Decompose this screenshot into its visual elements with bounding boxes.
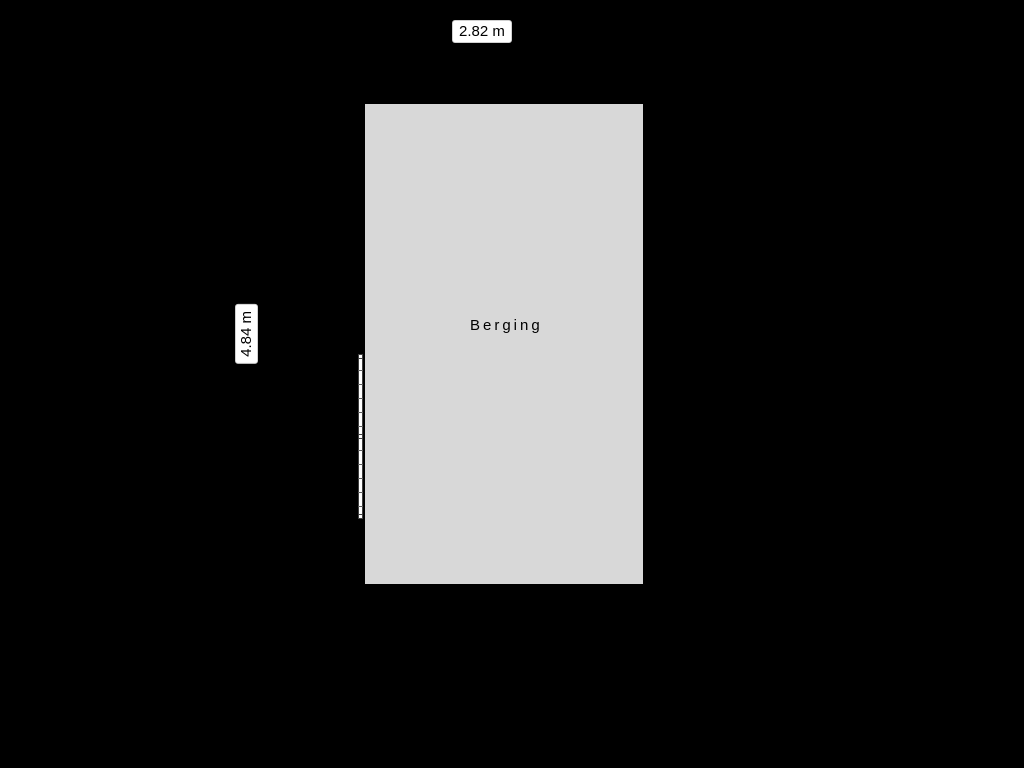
- door-panel: [358, 436, 363, 516]
- door-slat: [358, 506, 363, 507]
- door-slat: [358, 398, 363, 399]
- room-berging: Berging: [363, 102, 645, 586]
- floorplan-canvas: Berging 2.82 m 4.84 m: [0, 0, 1024, 768]
- door-hinge-node: [358, 434, 363, 439]
- door-slat: [358, 384, 363, 385]
- door-slat: [358, 370, 363, 371]
- door-slat: [358, 450, 363, 451]
- door-panel: [358, 356, 363, 436]
- door-hinge-node: [358, 354, 363, 359]
- dimension-height: 4.84 m: [235, 304, 258, 364]
- door-slat: [358, 426, 363, 427]
- door-hinge-node: [358, 514, 363, 519]
- door-slat: [358, 492, 363, 493]
- room-label: Berging: [470, 317, 543, 334]
- door-slat: [358, 478, 363, 479]
- door-slat: [358, 464, 363, 465]
- door-slat: [358, 412, 363, 413]
- dimension-width: 2.82 m: [452, 20, 512, 43]
